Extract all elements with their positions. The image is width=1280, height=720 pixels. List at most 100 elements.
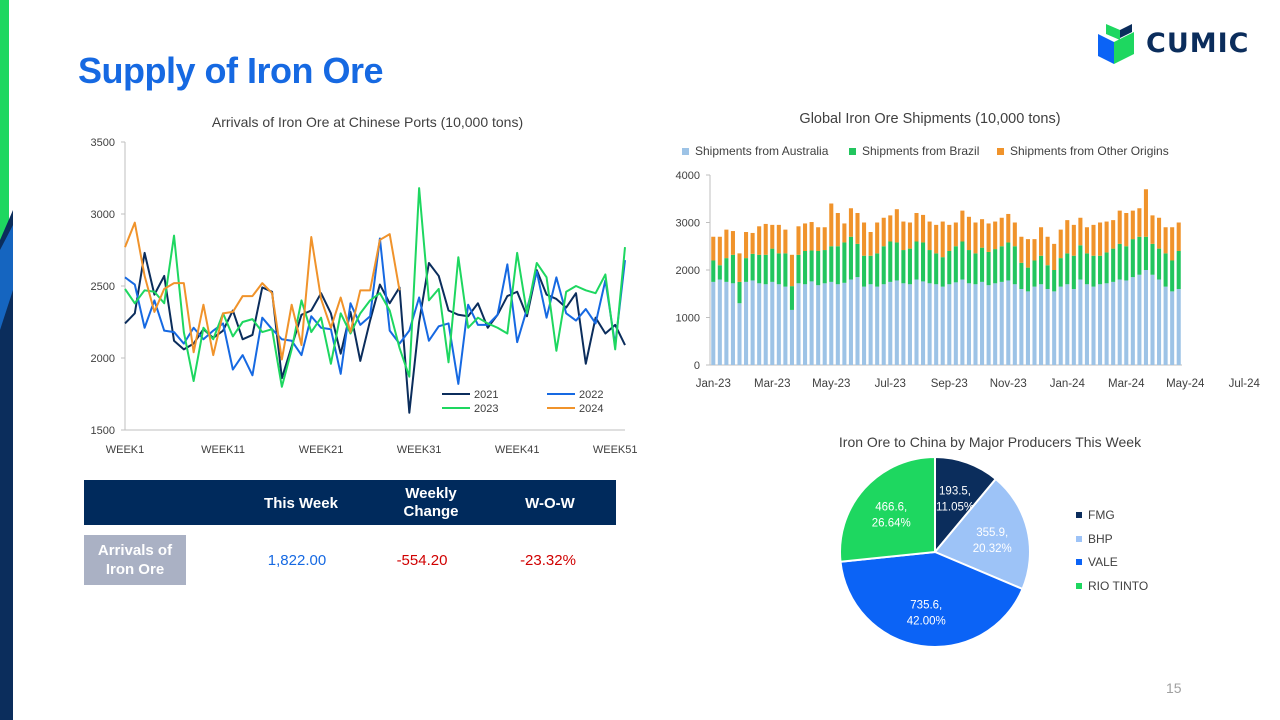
- bar-segment-2: [1065, 220, 1070, 254]
- bar-segment-1: [980, 247, 985, 282]
- bar-segment-0: [1058, 286, 1063, 365]
- legend-label: Shipments from Australia: [695, 144, 829, 158]
- bar-segment-0: [829, 281, 834, 365]
- header-this-week: This Week: [264, 495, 338, 512]
- x-tick-label: Nov-23: [990, 378, 1027, 390]
- legend-swatch: [1076, 535, 1082, 542]
- bar-segment-2: [1006, 213, 1011, 243]
- bar-segment-1: [1170, 260, 1175, 292]
- bar-segment-2: [953, 222, 958, 247]
- bar-segment-1: [875, 253, 880, 287]
- bar-segment-0: [1025, 291, 1030, 365]
- bar-segment-1: [1039, 255, 1044, 285]
- bar-segment-1: [711, 260, 716, 282]
- bar-segment-0: [1117, 279, 1122, 365]
- bar-segment-0: [1006, 280, 1011, 365]
- bar-segment-1: [960, 241, 965, 280]
- bar-segment-0: [1045, 289, 1050, 365]
- x-tick-label: WEEK31: [397, 444, 442, 456]
- bar-segment-1: [1019, 262, 1024, 289]
- bar-segment-1: [750, 253, 755, 281]
- bar-segment-2: [868, 232, 873, 256]
- bar-segment-0: [842, 282, 847, 365]
- x-tick-label: WEEK21: [299, 444, 344, 456]
- bar-segment-2: [809, 222, 814, 251]
- bar-segment-0: [848, 279, 853, 365]
- cell-this-week: 1,822.00: [267, 552, 327, 569]
- bar-segment-0: [986, 285, 991, 365]
- bar-segment-2: [737, 253, 742, 282]
- bar-segment-0: [875, 286, 880, 365]
- y-tick-label: 1000: [676, 313, 700, 325]
- bar-segment-2: [894, 209, 899, 243]
- bar-segment-0: [973, 284, 978, 365]
- bar-segment-1: [914, 241, 919, 280]
- company-logo: CUMIC: [1096, 20, 1256, 70]
- bar-segment-0: [934, 284, 939, 365]
- legend-swatch: [849, 147, 856, 155]
- x-tick-label: WEEK51: [593, 444, 638, 456]
- bar-segment-2: [934, 224, 939, 254]
- bar-segment-1: [947, 251, 952, 285]
- bar-segment-0: [1091, 286, 1096, 365]
- bar-segment-2: [1084, 227, 1089, 254]
- y-tick-label: 2000: [676, 265, 700, 277]
- bar-segment-2: [1012, 222, 1017, 247]
- bar-segment-0: [960, 279, 965, 365]
- bar-segment-1: [737, 281, 742, 304]
- bar-segment-1: [1143, 236, 1148, 270]
- bar-segment-1: [986, 251, 991, 286]
- bar-segment-0: [763, 284, 768, 365]
- bar-segment-1: [1084, 253, 1089, 285]
- bar-segment-1: [1117, 243, 1122, 280]
- bar-segment-1: [1058, 258, 1063, 287]
- producers-pie-chart: 193.5, 11.05% 355.9, 20.32% 735.6, 42.00% 466.…: [839, 455, 1031, 648]
- legend-label-2023: 2023: [474, 403, 498, 415]
- bar-segment-1: [940, 257, 945, 287]
- cell-weekly-change: -554.20: [396, 552, 448, 569]
- y-tick-label: 2500: [91, 281, 115, 293]
- bar-segment-0: [999, 281, 1004, 365]
- bar-segment-0: [940, 286, 945, 365]
- bar-segment-0: [724, 281, 729, 365]
- bar-segment-0: [868, 284, 873, 365]
- bar-segment-2: [1052, 243, 1057, 270]
- bar-segment-1: [848, 236, 853, 280]
- bar-segment-0: [953, 282, 958, 365]
- bar-segment-2: [1032, 239, 1037, 261]
- bar-segment-2: [1111, 220, 1116, 249]
- bar-segment-0: [914, 279, 919, 365]
- line-chart-title: Arrivals of Iron Ore at Chinese Ports (1…: [211, 114, 524, 130]
- bar-segment-1: [776, 253, 781, 285]
- bar-segment-2: [907, 222, 912, 249]
- x-tick-label: Jul-23: [875, 378, 906, 390]
- y-tick-label: 3500: [91, 137, 115, 149]
- legend-label: RIO TINTO: [1088, 578, 1149, 593]
- x-tick-label: Jul-24: [1229, 378, 1261, 390]
- bar-segment-1: [907, 248, 912, 285]
- bar-segment-1: [1163, 253, 1168, 287]
- row-label-line1: Arrivals of: [97, 542, 173, 559]
- bar-segment-2: [1157, 217, 1162, 249]
- bar-segment-1: [763, 254, 768, 285]
- pie-slice-fmg: [934, 455, 998, 555]
- bar-segment-0: [927, 283, 932, 365]
- bar-segment-2: [1170, 227, 1175, 261]
- bar-segment-0: [789, 309, 794, 365]
- bar-segment-0: [835, 284, 840, 365]
- series-line-2024: [124, 221, 401, 361]
- bar-segment-0: [816, 285, 821, 365]
- bar-segment-0: [717, 279, 722, 365]
- bar-segment-2: [1019, 236, 1024, 263]
- legend-label: Shipments from Other Origins: [1010, 144, 1169, 158]
- bar-segment-1: [1032, 260, 1037, 287]
- bar-segment-0: [1111, 281, 1116, 365]
- pie-data-label: 193.5,: [939, 486, 971, 498]
- logo-mark-icon: [1098, 24, 1134, 64]
- bar-segment-2: [1130, 210, 1135, 240]
- x-tick-label: May-23: [812, 378, 850, 390]
- bar-segment-0: [757, 283, 762, 365]
- bar-segment-0: [803, 284, 808, 365]
- pie-data-label: 466.6,: [875, 502, 907, 514]
- bar-segment-2: [1150, 215, 1155, 244]
